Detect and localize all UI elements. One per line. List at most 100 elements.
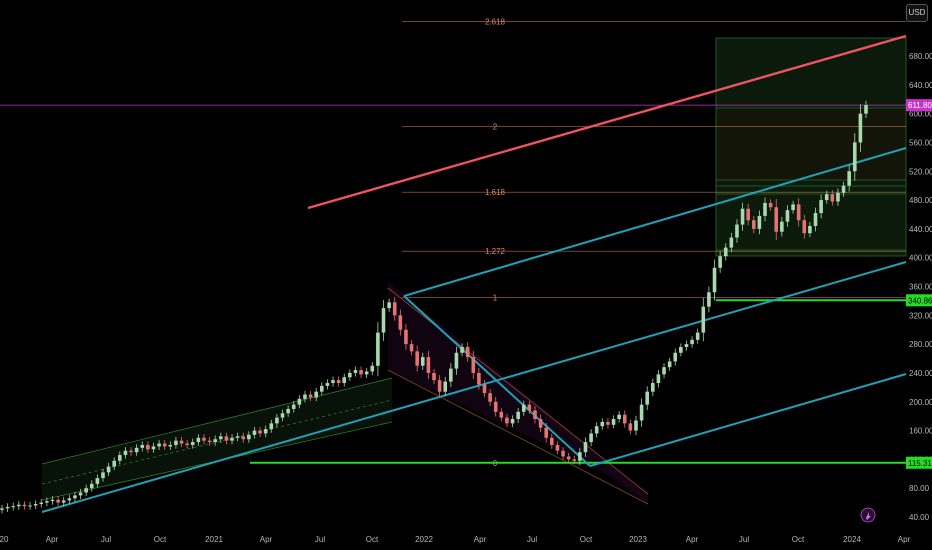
candle-body — [325, 383, 330, 386]
candle-body — [852, 142, 857, 172]
pitchfork-bottom-line — [589, 373, 907, 467]
candle-body — [420, 357, 425, 366]
y-tick-label: 440.00 — [909, 225, 932, 234]
tradingview-logo-icon[interactable] — [860, 507, 876, 523]
candle-body — [17, 504, 21, 507]
candle-body — [179, 440, 184, 444]
x-tick-label: Apr — [474, 535, 487, 544]
y-tick-label: 360.00 — [909, 283, 932, 292]
candle-body — [308, 394, 313, 398]
candle-body — [449, 368, 453, 382]
candle-body — [594, 426, 599, 434]
candle-body — [129, 450, 133, 453]
candle-body — [521, 404, 526, 412]
candle-body — [409, 344, 414, 352]
candle-body — [95, 478, 100, 484]
candle-body — [550, 437, 554, 445]
candle-body — [39, 502, 44, 505]
candle-body — [729, 237, 734, 248]
currency-button[interactable]: USD — [906, 4, 928, 22]
candle-body — [443, 381, 448, 392]
ascending-channel-fill — [42, 378, 392, 500]
candle-body — [819, 200, 823, 214]
price-badge — [906, 294, 932, 307]
candle-body — [813, 213, 818, 226]
candle-body — [0, 508, 4, 510]
y-tick-label: 560.00 — [909, 138, 932, 147]
x-tick-label: 2022 — [415, 535, 433, 544]
candle-body — [269, 423, 274, 430]
candle-body — [723, 247, 728, 257]
candle-body — [695, 332, 700, 340]
fib-label: 1 — [493, 293, 498, 302]
candle-body — [701, 306, 706, 333]
candle-body — [824, 194, 829, 201]
y-tick-label: 200.00 — [909, 398, 932, 407]
candle-body — [561, 450, 565, 457]
candle-body — [583, 442, 588, 453]
candle-body — [263, 429, 268, 434]
candle-body — [241, 436, 246, 440]
candle-body — [454, 352, 459, 369]
y-tick-label: 240.00 — [909, 369, 932, 378]
candle-body — [247, 434, 251, 440]
candle-body — [505, 417, 509, 424]
candle-body — [353, 370, 358, 373]
candle-body — [780, 221, 784, 232]
candle-body — [213, 439, 217, 443]
red-trendline[interactable] — [307, 34, 907, 210]
candle-body — [656, 374, 661, 384]
candle-body — [555, 444, 560, 451]
pitchfork[interactable] — [41, 147, 907, 513]
candle-body — [482, 384, 487, 394]
pitchfork-handle — [403, 295, 591, 467]
x-tick-label: 20 — [0, 535, 9, 544]
candle-body — [134, 447, 139, 453]
candle-body — [157, 443, 161, 447]
candle-body — [718, 256, 722, 268]
candle-body — [190, 442, 195, 445]
candle-body — [471, 357, 476, 373]
candle-body — [662, 367, 666, 375]
candle-body — [118, 455, 122, 461]
candle-body — [376, 332, 380, 366]
candle-body — [673, 352, 678, 362]
candle-body — [566, 456, 571, 460]
price-badge — [906, 99, 932, 112]
candle-body — [370, 365, 375, 372]
candle-body — [11, 506, 16, 508]
candle-body — [751, 220, 756, 229]
candle-body — [235, 436, 240, 438]
candle-body — [61, 500, 66, 503]
candle-body — [426, 357, 431, 373]
candle-body — [319, 385, 324, 392]
candle-body — [432, 372, 436, 381]
candle-body — [516, 411, 520, 420]
fib-label: 1.272 — [485, 247, 506, 256]
candle-body — [207, 440, 212, 443]
x-tick-label: Apr — [898, 535, 911, 544]
candle-body — [651, 383, 655, 392]
price-badge-label: 115.31 — [908, 459, 932, 468]
candle-body — [858, 113, 863, 143]
candle-body — [185, 443, 189, 445]
candle-body — [297, 398, 302, 405]
desc-channel-lower — [387, 369, 649, 505]
time-axis[interactable]: 20 Apr Jul Oct 2021 Apr Jul Oct 2022 Apr Jul Oct 202… — [0, 535, 911, 544]
candle-body — [499, 411, 504, 418]
candle-body — [342, 377, 347, 384]
candle-body — [123, 450, 128, 456]
candle-body — [50, 499, 55, 502]
pitchfork-upper-median-line — [41, 261, 907, 513]
candle-body — [634, 420, 638, 431]
candle-body — [202, 437, 206, 441]
candle-body — [600, 421, 605, 427]
price-badges: 611.80 340.86 115.31 — [906, 99, 932, 469]
candle-body — [303, 394, 307, 399]
candle-body — [735, 224, 739, 238]
x-tick-label: Oct — [366, 535, 379, 544]
x-tick-label: Apr — [260, 535, 273, 544]
candle-body — [101, 472, 105, 479]
candle-body — [679, 347, 683, 353]
